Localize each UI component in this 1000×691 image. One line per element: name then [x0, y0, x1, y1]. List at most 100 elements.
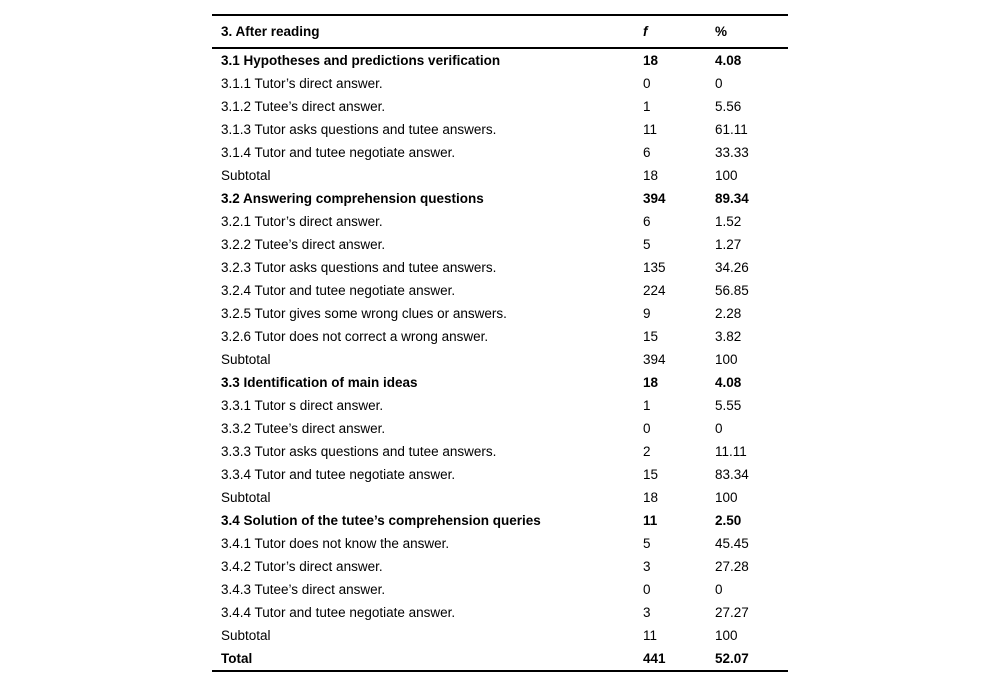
row-frequency: 0 — [643, 420, 651, 436]
row-frequency: 224 — [643, 282, 666, 298]
row-percent: 5.55 — [715, 397, 742, 413]
row-frequency: 3 — [643, 558, 651, 574]
table-row: 3.4.2 Tutor’s direct answer. 3 27.28 — [212, 555, 788, 578]
table-row: 3.2.4 Tutor and tutee negotiate answer. 2… — [212, 279, 788, 302]
row-frequency: 441 — [643, 650, 666, 666]
table-row: 3.4.4 Tutor and tutee negotiate answer. 3… — [212, 601, 788, 624]
table-row: 3.1.3 Tutor asks questions and tutee ans… — [212, 118, 788, 141]
row-frequency: 0 — [643, 75, 651, 91]
row-label: 3.2.1 Tutor’s direct answer. — [221, 213, 383, 229]
row-label: 3.2.3 Tutor asks questions and tutee ans… — [221, 259, 497, 275]
row-percent: 34.26 — [715, 259, 749, 275]
row-percent: 0 — [715, 75, 723, 91]
row-frequency: 11 — [643, 121, 658, 137]
table-row: 3.3.1 Tutor s direct answer. 1 5.55 — [212, 394, 788, 417]
row-percent: 56.85 — [715, 282, 749, 298]
table-row: 3.2.1 Tutor’s direct answer. 6 1.52 — [212, 210, 788, 233]
table-row: 3.1 Hypotheses and predictions verificat… — [212, 49, 788, 72]
table-body: 3.1 Hypotheses and predictions verificat… — [212, 49, 788, 670]
row-frequency: 394 — [643, 190, 666, 206]
row-label: 3.2.5 Tutor gives some wrong clues or an… — [221, 305, 507, 321]
row-frequency: 18 — [643, 167, 659, 183]
row-percent: 83.34 — [715, 466, 749, 482]
row-label: Subtotal — [221, 351, 271, 367]
row-percent: 0 — [715, 581, 723, 597]
row-percent: 5.56 — [715, 98, 742, 114]
table-row: 3.3.3 Tutor asks questions and tutee ans… — [212, 440, 788, 463]
row-percent: 1.52 — [715, 213, 742, 229]
row-frequency: 18 — [643, 489, 659, 505]
row-frequency: 3 — [643, 604, 651, 620]
row-label: 3.1.3 Tutor asks questions and tutee ans… — [221, 121, 497, 137]
row-label: 3.3.2 Tutee’s direct answer. — [221, 420, 386, 436]
table-row: 3.2 Answering comprehension questions 394… — [212, 187, 788, 210]
row-frequency: 5 — [643, 535, 651, 551]
row-percent: 1.27 — [715, 236, 742, 252]
row-frequency: 15 — [643, 328, 659, 344]
row-label: Subtotal — [221, 489, 271, 505]
row-frequency: 1 — [643, 397, 651, 413]
row-percent: 100 — [715, 627, 738, 643]
table-row: 3.2.3 Tutor asks questions and tutee ans… — [212, 256, 788, 279]
row-percent: 2.28 — [715, 305, 742, 321]
row-label: 3.1.4 Tutor and tutee negotiate answer. — [221, 144, 456, 160]
row-label: 3.2.2 Tutee’s direct answer. — [221, 236, 386, 252]
row-percent: 45.45 — [715, 535, 749, 551]
row-percent: 61.11 — [715, 121, 748, 137]
row-frequency: 11 — [643, 627, 658, 643]
table-row: Subtotal 18 100 — [212, 486, 788, 509]
table-row: 3.4.3 Tutee’s direct answer. 0 0 — [212, 578, 788, 601]
row-percent: 0 — [715, 420, 723, 436]
table-row: 3.4.1 Tutor does not know the answer. 5 45… — [212, 532, 788, 555]
table-row: 3.3.2 Tutee’s direct answer. 0 0 — [212, 417, 788, 440]
row-frequency: 1 — [643, 98, 651, 114]
table-row: 3.1.4 Tutor and tutee negotiate answer. 6… — [212, 141, 788, 164]
table-row: 3.3 Identification of main ideas 18 4.08 — [212, 371, 788, 394]
row-label: Subtotal — [221, 627, 271, 643]
row-label: 3.4.4 Tutor and tutee negotiate answer. — [221, 604, 456, 620]
row-label: 3.4.3 Tutee’s direct answer. — [221, 581, 386, 597]
row-label: 3.3.1 Tutor s direct answer. — [221, 397, 384, 413]
row-frequency: 15 — [643, 466, 659, 482]
row-percent: 4.08 — [715, 374, 742, 390]
row-frequency: 6 — [643, 213, 651, 229]
row-label: 3.3 Identification of main ideas — [221, 374, 418, 390]
row-label: 3.4.2 Tutor’s direct answer. — [221, 558, 383, 574]
row-label: 3.3.3 Tutor asks questions and tutee ans… — [221, 443, 497, 459]
row-percent: 89.34 — [715, 190, 749, 206]
row-label: 3.2 Answering comprehension questions — [221, 190, 484, 206]
row-label: 3.1.2 Tutee’s direct answer. — [221, 98, 386, 114]
table-row: Subtotal 394 100 — [212, 348, 788, 371]
row-frequency: 2 — [643, 443, 651, 459]
row-percent: 27.27 — [715, 604, 749, 620]
row-percent: 100 — [715, 167, 738, 183]
row-percent: 33.33 — [715, 144, 749, 160]
table-row: 3.2.6 Tutor does not correct a wrong ans… — [212, 325, 788, 348]
row-frequency: 18 — [643, 52, 659, 68]
table-row: 3.2.5 Tutor gives some wrong clues or an… — [212, 302, 788, 325]
row-label: Total — [221, 650, 253, 666]
row-frequency: 0 — [643, 581, 651, 597]
table-row: 3.2.2 Tutee’s direct answer. 5 1.27 — [212, 233, 788, 256]
row-percent: 11.11 — [715, 443, 747, 459]
row-label: 3.1 Hypotheses and predictions verificat… — [221, 52, 501, 68]
table-row: Subtotal 11 100 — [212, 624, 788, 647]
row-percent: 52.07 — [715, 650, 749, 666]
row-label: 3.4 Solution of the tutee’s comprehensio… — [221, 512, 541, 528]
row-frequency: 9 — [643, 305, 651, 321]
row-frequency: 6 — [643, 144, 651, 160]
table-header-percent: % — [715, 23, 728, 39]
row-label: 3.4.1 Tutor does not know the answer. — [221, 535, 450, 551]
table-row: 3.3.4 Tutor and tutee negotiate answer. 1… — [212, 463, 788, 486]
row-label: 3.2.4 Tutor and tutee negotiate answer. — [221, 282, 456, 298]
table-row: 3.4 Solution of the tutee’s comprehensio… — [212, 509, 788, 532]
table-header-f: f — [643, 23, 648, 39]
table-header-row: 3. After reading f % — [212, 16, 788, 49]
row-frequency: 394 — [643, 351, 666, 367]
table-row: 3.1.2 Tutee’s direct answer. 1 5.56 — [212, 95, 788, 118]
table-row: Subtotal 18 100 — [212, 164, 788, 187]
table-header-label: 3. After reading — [221, 23, 320, 39]
row-percent: 27.28 — [715, 558, 749, 574]
row-frequency: 135 — [643, 259, 666, 275]
